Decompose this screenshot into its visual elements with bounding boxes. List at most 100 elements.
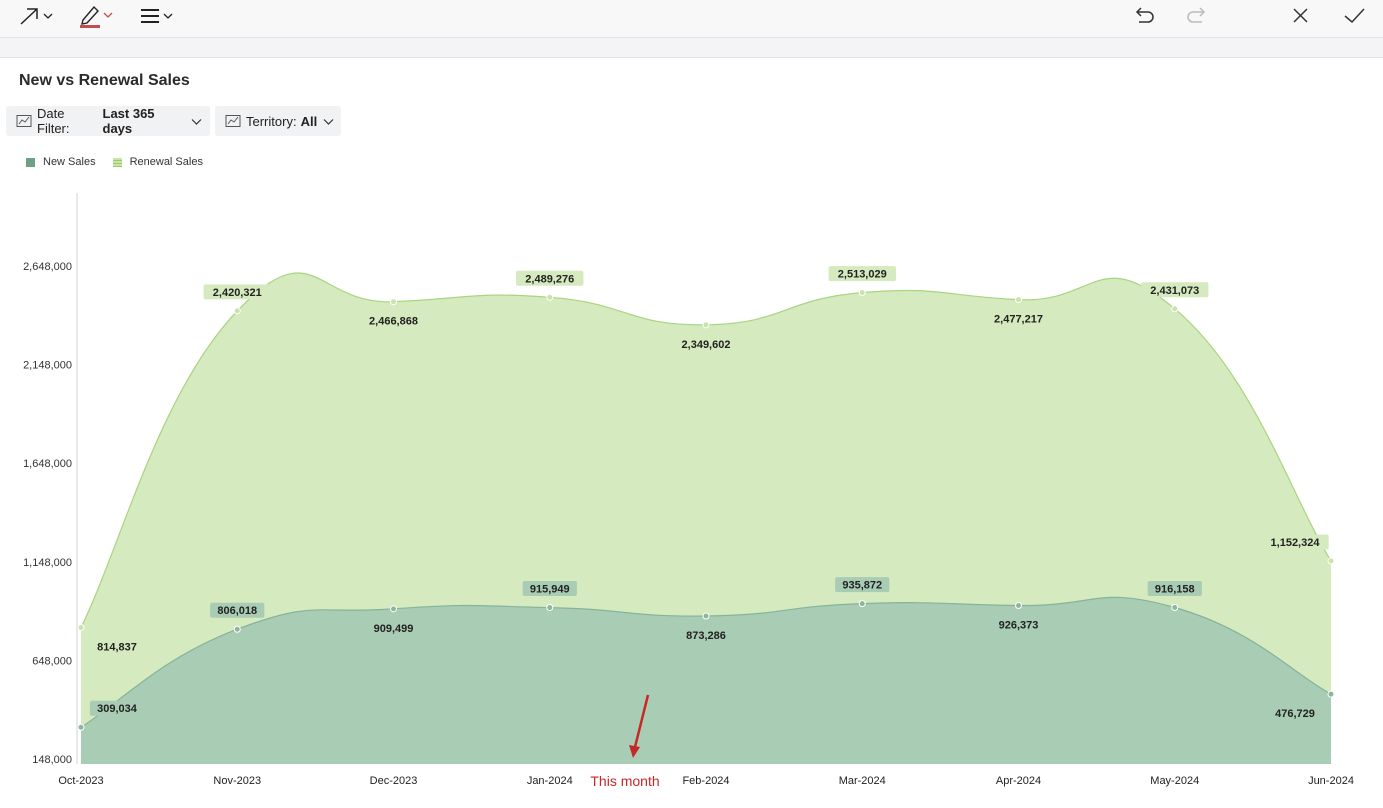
new-sales-point bbox=[1171, 604, 1179, 612]
territory-filter-dropdown[interactable]: Territory: All bbox=[215, 106, 341, 136]
x-tick-label: Jun-2024 bbox=[1308, 775, 1354, 787]
chevron-down-icon bbox=[191, 114, 202, 129]
redo-icon bbox=[1187, 7, 1206, 23]
territory-filter-label: Territory: bbox=[246, 113, 297, 129]
new-sales-data-label: 926,373 bbox=[999, 620, 1039, 632]
annotation-arrowhead bbox=[629, 745, 640, 758]
new-sales-data-label: 909,499 bbox=[374, 623, 414, 635]
y-tick-label: 648,000 bbox=[32, 655, 72, 667]
renewal-sales-data-label-bg bbox=[359, 313, 428, 329]
legend-item-new-sales[interactable]: New Sales bbox=[26, 156, 96, 168]
undo-icon bbox=[1135, 7, 1154, 23]
line-weight-button[interactable] bbox=[139, 3, 175, 29]
toolbar-separator bbox=[0, 38, 1383, 58]
legend-label: New Sales bbox=[43, 156, 96, 168]
renewal-sales-point bbox=[546, 293, 554, 301]
x-tick-label: Dec-2023 bbox=[370, 775, 418, 787]
chart-legend: New Sales Renewal Sales bbox=[26, 156, 220, 168]
renewal-sales-point bbox=[77, 623, 85, 631]
x-tick-label: Nov-2023 bbox=[213, 775, 261, 787]
renewal-sales-data-label-bg bbox=[516, 270, 584, 286]
arrow-tool-button[interactable] bbox=[18, 3, 54, 29]
new-sales-data-label: 873,286 bbox=[686, 630, 726, 642]
legend-label: Renewal Sales bbox=[129, 156, 203, 168]
new-sales-point bbox=[546, 604, 554, 612]
renewal-sales-data-label: 2,466,868 bbox=[369, 316, 418, 328]
new-sales-data-label-bg bbox=[835, 577, 890, 593]
y-tick-label: 1,648,000 bbox=[23, 458, 72, 470]
renewal-sales-point bbox=[1327, 557, 1335, 565]
line-weight-icon bbox=[141, 9, 173, 23]
new-sales-point bbox=[858, 600, 866, 608]
new-sales-point bbox=[1015, 602, 1022, 610]
y-tick-label: 1,148,000 bbox=[23, 557, 72, 569]
renewal-sales-data-label-bg bbox=[672, 336, 740, 352]
legend-swatch bbox=[26, 157, 35, 167]
renewal-sales-point bbox=[233, 307, 241, 315]
renewal-sales-data-label: 2,489,276 bbox=[525, 273, 574, 285]
new-sales-area bbox=[81, 597, 1331, 764]
territory-filter-value: All bbox=[300, 113, 318, 129]
renewal-sales-point bbox=[390, 298, 397, 306]
renewal-sales-data-label: 2,513,029 bbox=[838, 269, 887, 281]
y-tick-label: 2,648,000 bbox=[23, 261, 72, 273]
new-sales-point bbox=[77, 723, 85, 731]
new-sales-data-label-bg bbox=[522, 581, 577, 597]
date-filter-value: Last 365 days bbox=[102, 106, 155, 136]
renewal-sales-data-label: 814,837 bbox=[97, 641, 137, 653]
new-sales-point bbox=[1327, 690, 1335, 698]
renewal-sales-data-label-bg bbox=[89, 638, 145, 654]
new-sales-point bbox=[390, 605, 397, 613]
y-tick-label: 148,000 bbox=[32, 754, 72, 766]
new-sales-data-label-bg bbox=[89, 700, 145, 716]
renewal-sales-data-label-bg bbox=[828, 266, 896, 282]
new-sales-data-label: 935,872 bbox=[842, 580, 882, 592]
new-sales-data-label: 476,729 bbox=[1275, 708, 1315, 720]
new-sales-data-label-bg bbox=[1147, 581, 1202, 597]
y-tick-label: 2,148,000 bbox=[23, 360, 72, 372]
pen-tool-button[interactable] bbox=[78, 3, 114, 29]
new-sales-data-label: 916,158 bbox=[1155, 584, 1195, 596]
x-tick-label: Apr-2024 bbox=[996, 775, 1041, 787]
chevron-down-icon bbox=[323, 114, 334, 129]
new-sales-data-label-bg bbox=[678, 627, 734, 643]
date-filter-label: Date Filter: bbox=[37, 106, 70, 136]
renewal-sales-data-label: 2,349,602 bbox=[682, 339, 731, 351]
renewal-sales-data-label-bg bbox=[203, 284, 271, 300]
annotation-toolbar bbox=[0, 0, 1383, 38]
filter-chart-icon bbox=[225, 114, 241, 128]
chart-axes: 148,000 648,000 1,148,000 1,648,000 2,148,00… bbox=[23, 193, 1354, 787]
close-button[interactable] bbox=[1290, 3, 1312, 29]
x-tick-label: Jan-2024 bbox=[527, 775, 573, 787]
close-icon bbox=[1293, 8, 1308, 23]
new-sales-data-label-bg bbox=[366, 620, 421, 636]
new-sales-data-label: 806,018 bbox=[217, 605, 257, 617]
annotation-arrow bbox=[633, 694, 650, 748]
confirm-button[interactable] bbox=[1342, 3, 1368, 29]
chart-points bbox=[77, 289, 1335, 731]
stacked-area-chart: 148,000 648,000 1,148,000 1,648,000 2,148,00… bbox=[23, 193, 1354, 789]
new-sales-data-label-bg bbox=[210, 602, 265, 618]
chart-data-labels: 814,837 2,420,321 2,466,868 2,489,276 2,349,… bbox=[89, 266, 1329, 721]
x-tick-label: Mar-2024 bbox=[839, 775, 886, 787]
renewal-sales-data-label-bg bbox=[1141, 282, 1209, 298]
renewal-sales-data-label-bg bbox=[1261, 534, 1329, 550]
this-month-annotation: This month bbox=[590, 694, 660, 789]
pen-tool-icon bbox=[80, 5, 113, 28]
renewal-sales-point bbox=[1015, 296, 1022, 304]
chart-title: New vs Renewal Sales bbox=[19, 72, 190, 89]
confirm-check-icon bbox=[1344, 8, 1365, 24]
renewal-sales-data-label-bg bbox=[984, 311, 1053, 327]
date-filter-dropdown[interactable]: Date Filter: Last 365 days bbox=[6, 106, 210, 136]
redo-button[interactable] bbox=[1184, 3, 1210, 29]
renewal-sales-point bbox=[702, 321, 710, 329]
renewal-sales-point bbox=[858, 289, 866, 297]
new-sales-data-label: 915,949 bbox=[530, 584, 570, 596]
legend-swatch bbox=[112, 157, 122, 167]
renewal-sales-data-label: 2,431,073 bbox=[1150, 285, 1199, 297]
arrow-tool-icon bbox=[20, 8, 53, 25]
renewal-sales-data-label: 2,420,321 bbox=[213, 287, 262, 299]
new-sales-data-label-bg bbox=[1267, 705, 1323, 721]
legend-item-renewal-sales[interactable]: Renewal Sales bbox=[112, 156, 203, 168]
undo-button[interactable] bbox=[1131, 3, 1157, 29]
